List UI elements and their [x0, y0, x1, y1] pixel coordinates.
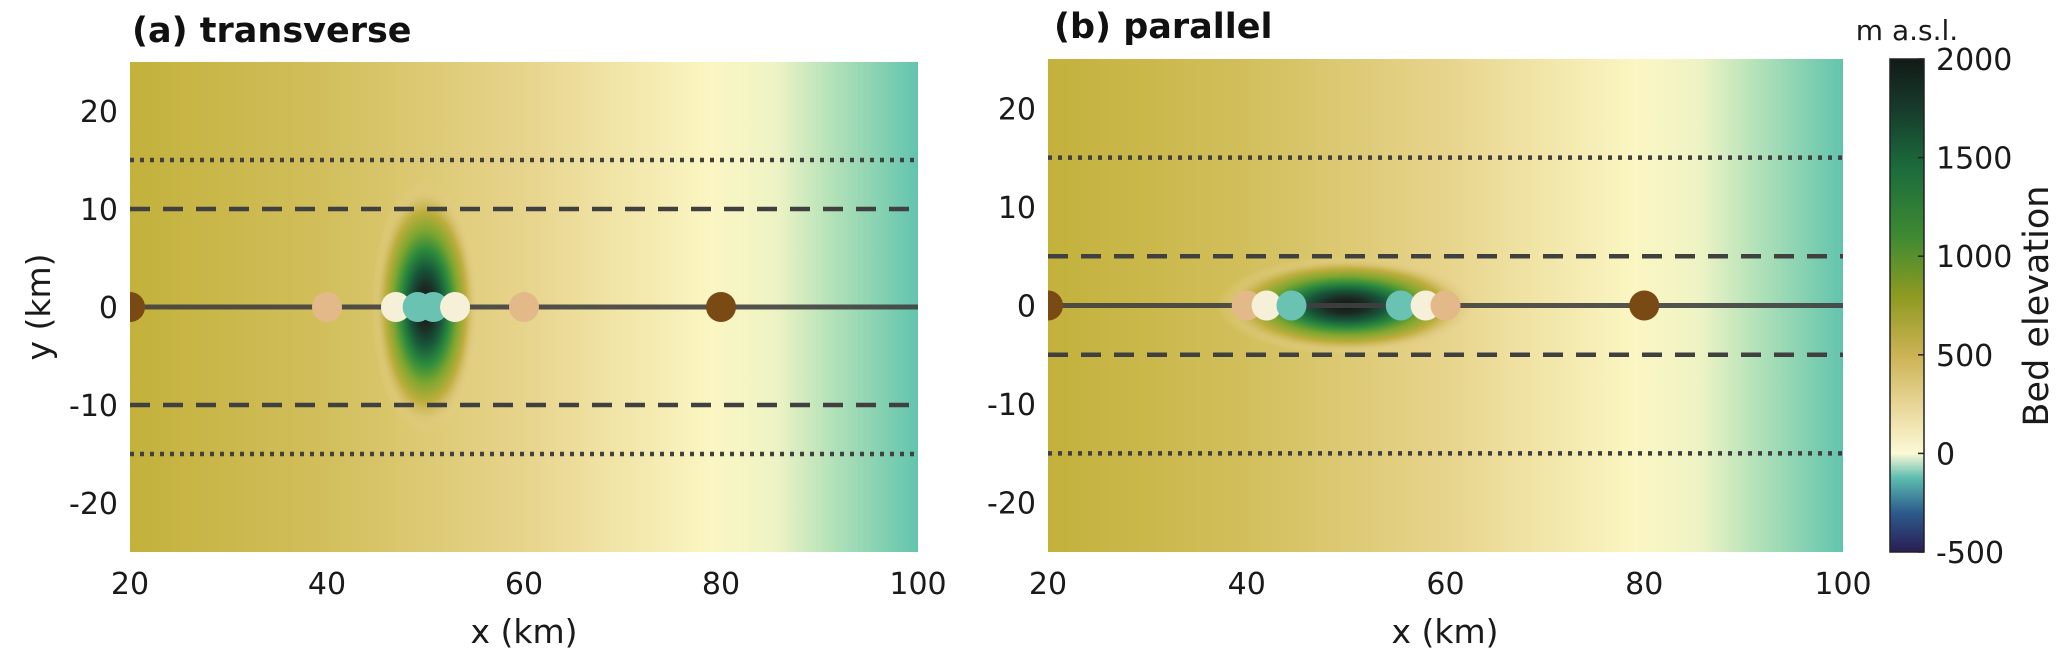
y-tick-label: 10: [80, 193, 118, 228]
panel-a-y-ticks: 20 10 0 -10 -20: [69, 95, 118, 522]
colorbar-gradient: [1889, 58, 1925, 553]
panel-b-title: (b) parallel: [1054, 7, 1273, 47]
colorbar-tick-label: 2000: [1936, 43, 2012, 78]
x-tick-label: 80: [702, 567, 740, 602]
sample-point: [1048, 290, 1063, 321]
colorbar-tick-label: 0: [1936, 437, 1955, 472]
panel-a-x-label: x (km): [470, 612, 577, 651]
y-tick-label: -10: [987, 388, 1036, 423]
x-tick-label: 60: [1426, 567, 1464, 602]
colorbar-tick-label: 1000: [1936, 240, 2012, 275]
colorbar: m a.s.l. 2000 1500 1000 500 0 -500 Bed elevat…: [1856, 14, 2057, 571]
sample-point: [1385, 290, 1416, 321]
panel-b-points: [1048, 290, 1660, 321]
panel-b-x-label: x (km): [1391, 612, 1498, 651]
y-tick-label: 0: [1017, 290, 1036, 325]
sample-point: [1251, 290, 1282, 321]
y-tick-label: -20: [987, 487, 1036, 522]
sample-point: [380, 292, 411, 322]
sample-point: [1629, 290, 1660, 321]
x-tick-label: 20: [1029, 567, 1067, 602]
y-tick-label: -10: [69, 389, 118, 424]
x-tick-label: 40: [308, 567, 346, 602]
y-tick-label: 20: [998, 92, 1036, 127]
panel-b-lines: [1048, 155, 1843, 456]
sample-point: [312, 292, 342, 322]
x-tick-label: 60: [505, 567, 543, 602]
sample-point: [440, 292, 471, 322]
sample-point: [509, 292, 539, 322]
colorbar-unit: m a.s.l.: [1856, 14, 1958, 47]
colorbar-tick-label: -500: [1936, 536, 2004, 571]
colorbar-tick-label: 1500: [1936, 142, 2012, 177]
colorbar-tick-label: 500: [1936, 339, 1993, 374]
y-tick-label: -20: [69, 487, 118, 522]
panel-a-points: [130, 292, 736, 322]
x-tick-label: 100: [1814, 567, 1871, 602]
sample-point: [706, 292, 736, 322]
panel-b-y-ticks: 20 10 0 -10 -20: [987, 92, 1036, 521]
x-tick-label: 80: [1625, 567, 1663, 602]
x-tick-label: 40: [1228, 567, 1266, 602]
x-tick-label: 20: [111, 567, 149, 602]
panel-a-title: (a) transverse: [132, 11, 412, 51]
panel-b-x-ticks: 20 40 60 80 100: [1029, 567, 1872, 602]
sample-point: [418, 292, 449, 322]
colorbar-ticks: 2000 1500 1000 500 0 -500: [1918, 43, 2012, 571]
sample-point: [1276, 290, 1307, 321]
panel-a-x-ticks: 20 40 60 80 100: [111, 567, 947, 602]
panel-a-y-label: y (km): [19, 253, 58, 360]
colorbar-label: Bed elevation: [2017, 186, 2057, 427]
y-tick-label: 0: [99, 291, 118, 326]
sample-point: [1430, 290, 1461, 321]
x-tick-label: 100: [889, 567, 946, 602]
y-tick-label: 10: [998, 191, 1036, 226]
sample-point: [130, 292, 145, 322]
y-tick-label: 20: [80, 95, 118, 130]
